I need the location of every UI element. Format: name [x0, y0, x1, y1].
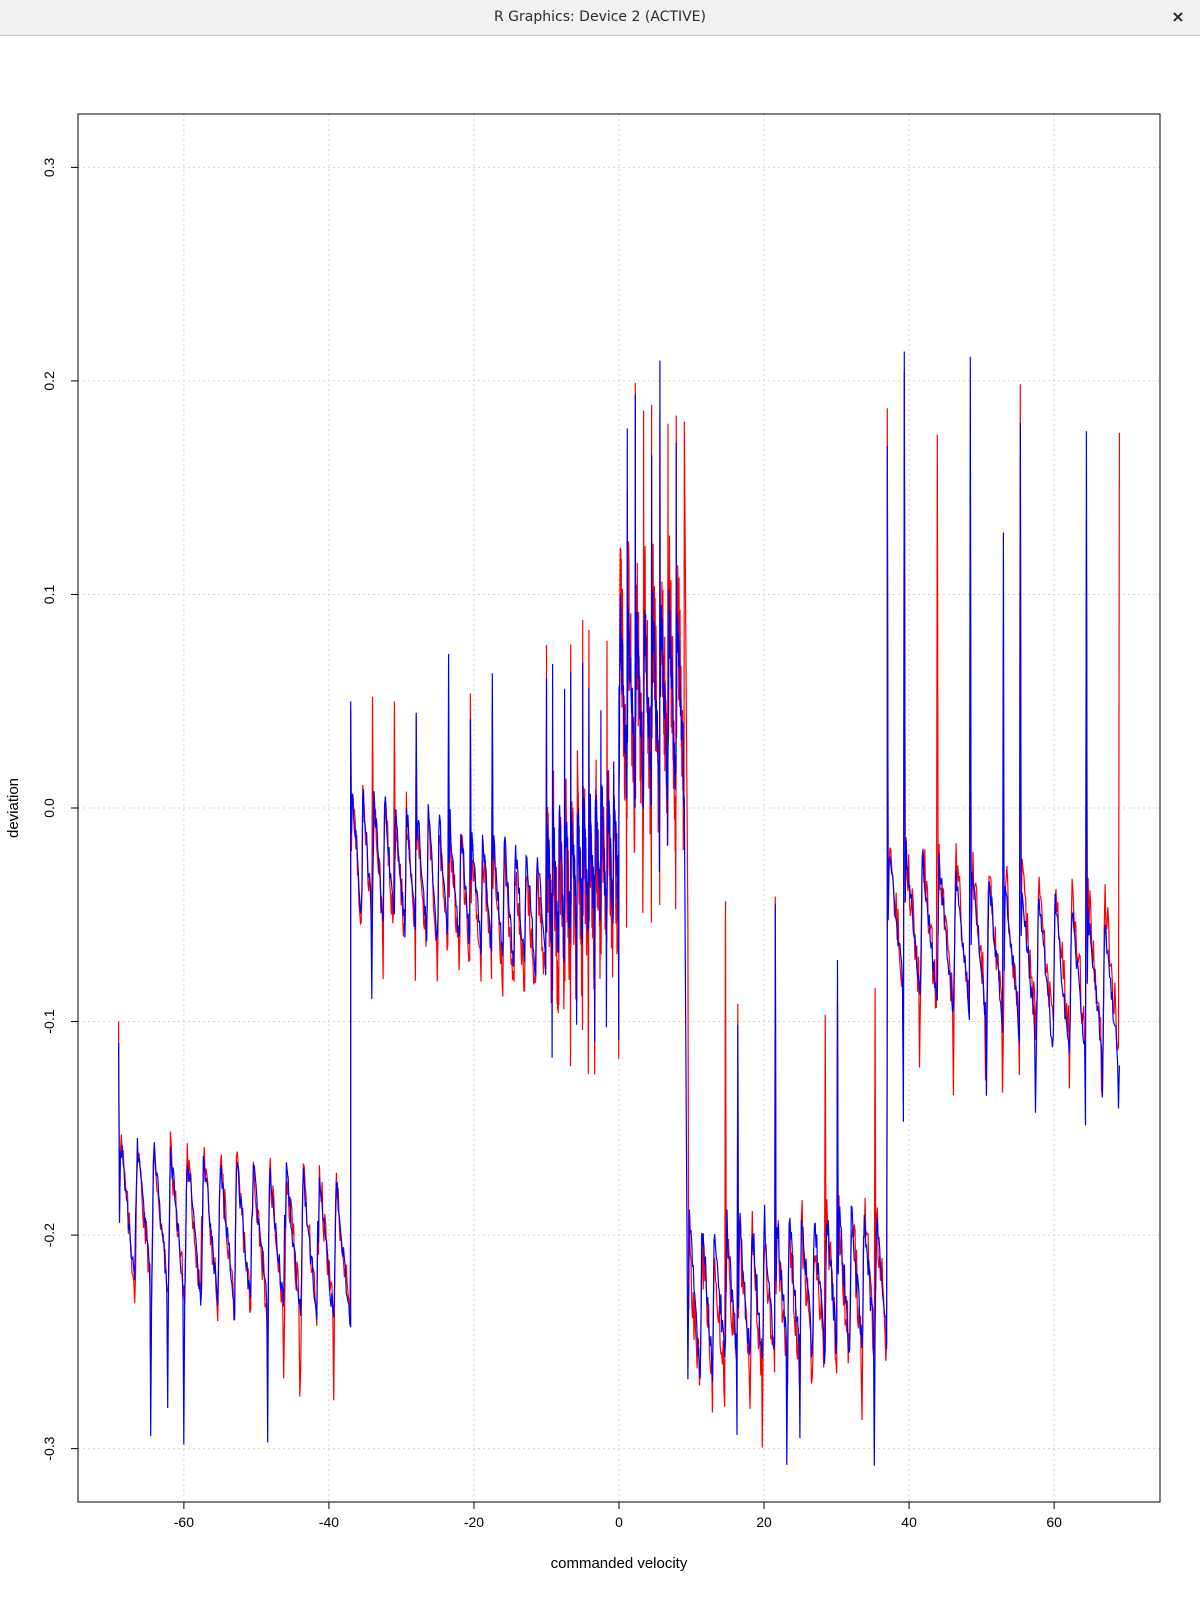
- y-tick-label: -0.2: [41, 1223, 57, 1247]
- y-tick-label: 0.0: [41, 798, 57, 818]
- x-tick-label: -20: [464, 1514, 484, 1530]
- y-axis-label: deviation: [5, 778, 22, 838]
- x-axis: -60 -40 -20 0 20 40 60: [174, 1502, 1062, 1530]
- x-tick-label: -60: [174, 1514, 194, 1530]
- y-tick-label: -0.3: [41, 1436, 57, 1460]
- y-tick-label: 0.1: [41, 585, 57, 605]
- series-line-2: [118, 351, 1120, 1466]
- x-tick-label: 0: [615, 1514, 623, 1530]
- y-tick-label: 0.2: [41, 371, 57, 391]
- x-tick-label: -40: [319, 1514, 339, 1530]
- close-button[interactable]: ×: [1171, 7, 1185, 26]
- window-titlebar: R Graphics: Device 2 (ACTIVE) ×: [0, 0, 1200, 36]
- window-title: R Graphics: Device 2 (ACTIVE): [494, 9, 706, 25]
- x-tick-label: 40: [901, 1514, 917, 1530]
- x-axis-label: commanded velocity: [551, 1555, 688, 1572]
- x-tick-label: 20: [756, 1514, 772, 1530]
- x-tick-label: 60: [1046, 1514, 1062, 1530]
- y-tick-label: 0.3: [41, 157, 57, 177]
- series-lines: [118, 351, 1120, 1466]
- chart-svg: -60 -40 -20 0 20 40 60 -0.3 -0.2 -0.1 0.0 0.1 0.2 0.…: [5, 113, 1161, 1572]
- plot-area: -60 -40 -20 0 20 40 60 -0.3 -0.2 -0.1 0.0 0.1 0.2 0.…: [0, 36, 1200, 1600]
- y-tick-label: -0.1: [41, 1009, 57, 1033]
- y-axis: -0.3 -0.2 -0.1 0.0 0.1 0.2 0.3: [41, 157, 78, 1461]
